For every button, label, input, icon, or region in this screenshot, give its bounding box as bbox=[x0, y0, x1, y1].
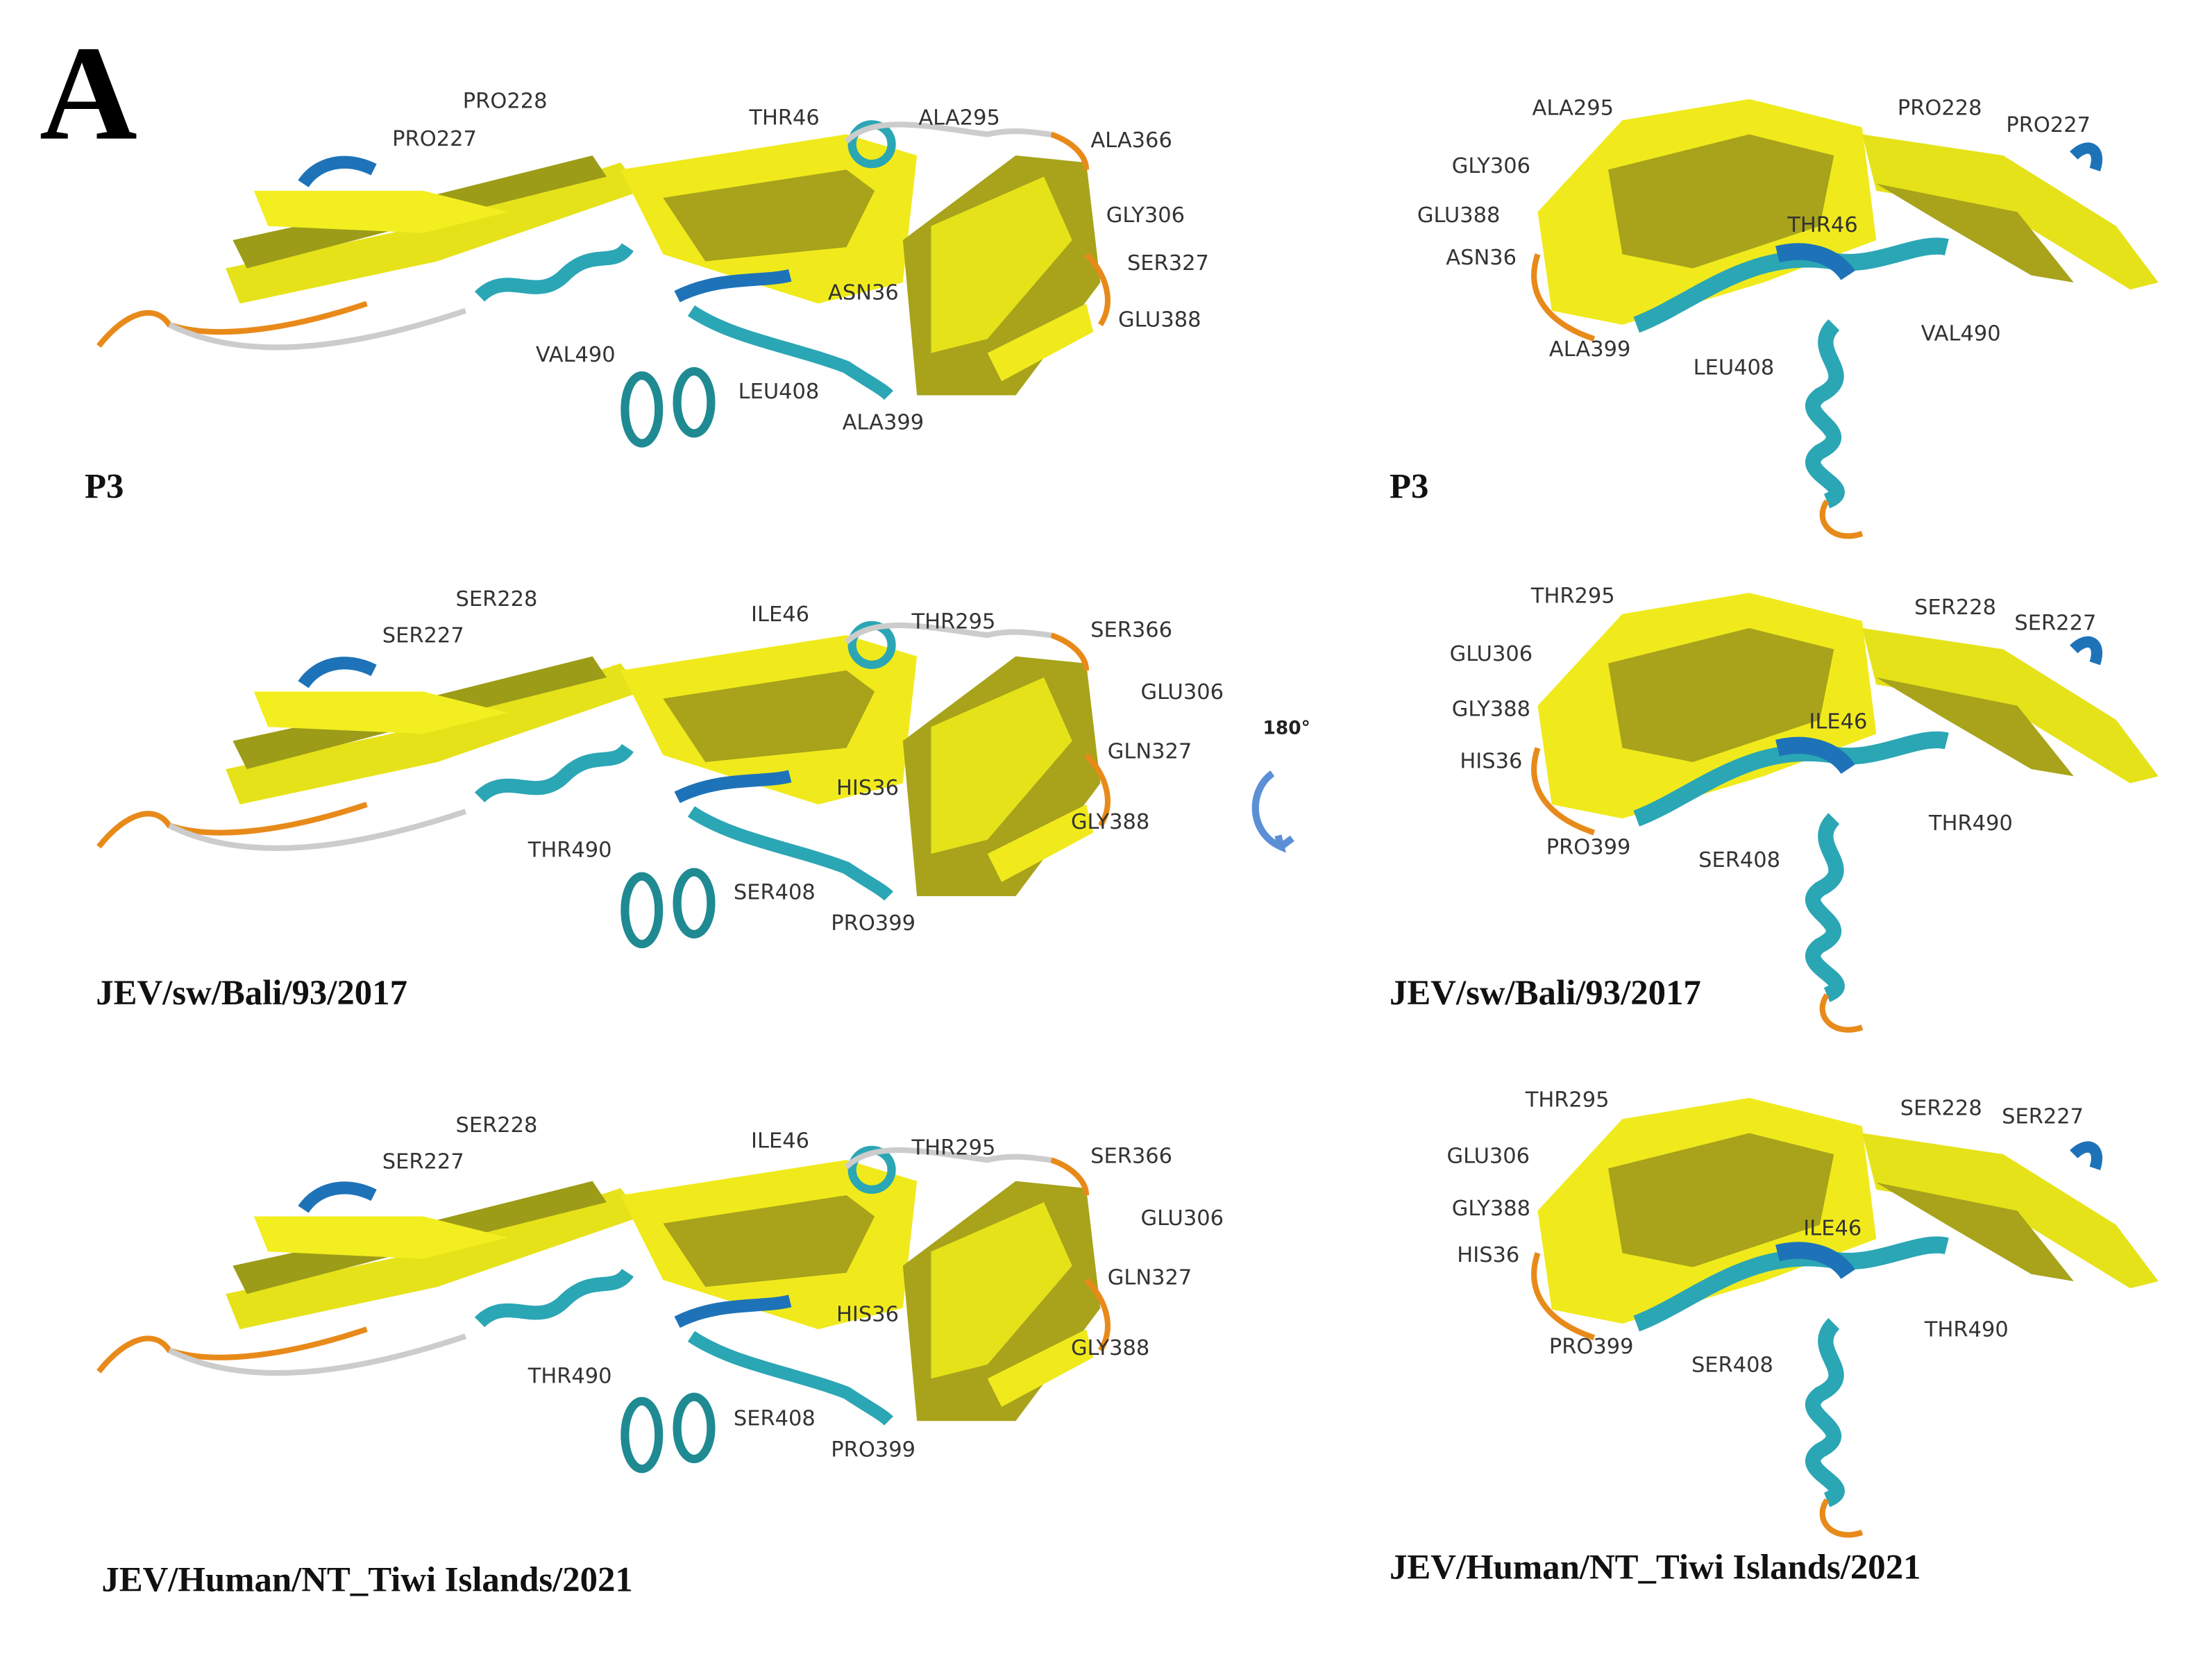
structure-left bbox=[99, 124, 1108, 443]
labels: P3 PRO228 PRO227 THR46 ALA295 ALA366 GLY306 SER… bbox=[85, 89, 2096, 1598]
residue-label: THR490 bbox=[527, 838, 612, 863]
residue-label: GLU306 bbox=[1140, 680, 1224, 704]
residue-label: SER366 bbox=[1090, 618, 1172, 642]
residue-label: PRO399 bbox=[831, 911, 915, 936]
residue-label: THR46 bbox=[1787, 213, 1857, 237]
residue-label: SER228 bbox=[455, 587, 537, 611]
residue-label: THR295 bbox=[1530, 584, 1615, 609]
residue-label: PRO227 bbox=[2006, 113, 2091, 137]
residue-label: ILE46 bbox=[751, 1129, 809, 1153]
residue-label: SER408 bbox=[1691, 1353, 1773, 1377]
structure-right bbox=[1534, 99, 2159, 537]
residue-label: ALA295 bbox=[1533, 96, 1614, 120]
residue-label: GLU388 bbox=[1118, 307, 1201, 332]
rotation-label: 180° bbox=[1263, 717, 1310, 739]
residue-label: SER366 bbox=[1090, 1145, 1172, 1169]
residue-label: PRO399 bbox=[1546, 835, 1631, 859]
caption: JEV/sw/Bali/93/2017 bbox=[1390, 973, 1701, 1012]
residue-label: THR295 bbox=[911, 609, 996, 634]
residue-label: ILE46 bbox=[1809, 710, 1867, 734]
residue-label: ASN36 bbox=[1446, 246, 1517, 270]
panel-label: A bbox=[40, 19, 137, 169]
residue-label: PRO228 bbox=[1898, 96, 1982, 120]
residue-label: ALA399 bbox=[1549, 337, 1631, 362]
residue-label: GLU306 bbox=[1447, 1145, 1530, 1169]
residue-label: SER408 bbox=[1698, 848, 1780, 872]
rotation-arrow bbox=[1251, 770, 1294, 853]
residue-label: THR295 bbox=[1525, 1088, 1610, 1112]
residue-label: SER228 bbox=[455, 1113, 537, 1138]
residue-label: VAL490 bbox=[1921, 322, 2001, 346]
residue-label: GLY388 bbox=[1452, 1197, 1530, 1221]
residue-label: SER227 bbox=[2014, 611, 2096, 635]
residue-label: ALA295 bbox=[918, 106, 1000, 130]
residue-label: HIS36 bbox=[836, 1302, 899, 1326]
residue-label: GLY388 bbox=[1071, 810, 1149, 834]
structure-right bbox=[1534, 593, 2159, 1030]
structure-left bbox=[99, 625, 1108, 944]
residue-label: GLU306 bbox=[1140, 1206, 1224, 1231]
residue-label: THR46 bbox=[748, 106, 819, 130]
caption: P3 bbox=[1390, 466, 1428, 505]
residue-label: GLY388 bbox=[1071, 1336, 1149, 1360]
caption: JEV/Human/NT_Tiwi Islands/2021 bbox=[1390, 1547, 1920, 1586]
residue-label: HIS36 bbox=[1457, 1243, 1519, 1267]
residue-label: ALA366 bbox=[1090, 128, 1172, 153]
residue-label: PRO399 bbox=[831, 1437, 915, 1462]
residue-label: PRO228 bbox=[463, 89, 548, 113]
residue-label: SER227 bbox=[382, 1150, 464, 1174]
caption: JEV/sw/Bali/93/2017 bbox=[96, 973, 407, 1012]
residue-label: LEU408 bbox=[738, 380, 820, 404]
residue-label: PRO227 bbox=[392, 127, 477, 151]
caption: JEV/Human/NT_Tiwi Islands/2021 bbox=[101, 1560, 632, 1599]
residue-label: GLY306 bbox=[1106, 203, 1185, 228]
residue-label: VAL490 bbox=[536, 343, 616, 367]
residue-label: SER408 bbox=[734, 1407, 816, 1431]
residue-label: GLN327 bbox=[1108, 739, 1192, 763]
residue-label: HIS36 bbox=[1460, 750, 1522, 774]
residue-label: GLU306 bbox=[1450, 642, 1533, 666]
residue-label: GLN327 bbox=[1108, 1265, 1192, 1290]
residue-label: GLU388 bbox=[1417, 203, 1501, 228]
structure-right bbox=[1534, 1098, 2159, 1535]
residue-label: THR490 bbox=[527, 1365, 612, 1389]
structure-left bbox=[99, 1150, 1108, 1469]
residue-label: ASN36 bbox=[828, 281, 899, 305]
residue-label: SER227 bbox=[2002, 1105, 2084, 1129]
residue-label: SER408 bbox=[734, 881, 816, 905]
residue-label: LEU408 bbox=[1694, 355, 1775, 380]
residue-label: ILE46 bbox=[1803, 1216, 1861, 1240]
residue-label: THR490 bbox=[1928, 811, 2013, 836]
residue-label: THR490 bbox=[1924, 1318, 2009, 1342]
residue-label: ILE46 bbox=[751, 602, 809, 627]
residue-label: ALA399 bbox=[843, 411, 925, 435]
residue-label: GLY388 bbox=[1452, 697, 1530, 721]
residue-label: SER327 bbox=[1127, 251, 1209, 276]
residue-label: SER227 bbox=[382, 624, 464, 648]
residue-label: PRO399 bbox=[1549, 1335, 1634, 1359]
residue-label: SER228 bbox=[1900, 1097, 1982, 1121]
residue-label: THR295 bbox=[911, 1136, 996, 1160]
residue-label: GLY306 bbox=[1452, 154, 1530, 178]
caption: P3 bbox=[85, 466, 124, 505]
residue-label: HIS36 bbox=[836, 776, 899, 800]
residue-label: SER228 bbox=[1914, 596, 1996, 620]
